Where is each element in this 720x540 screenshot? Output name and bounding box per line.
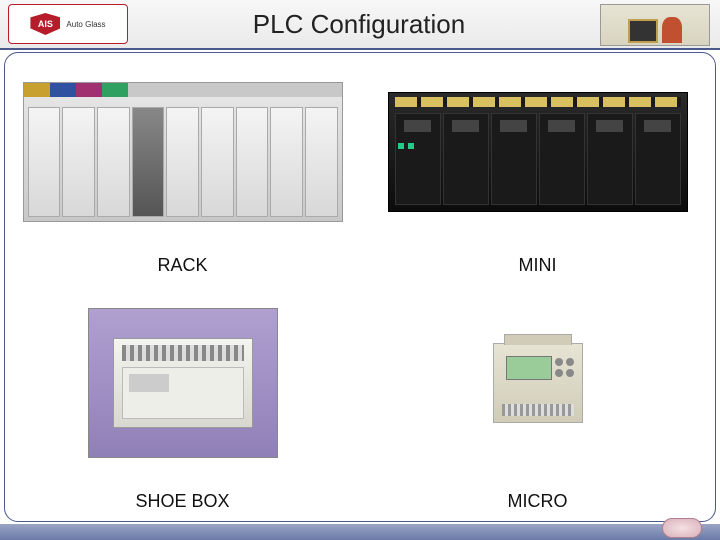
header-illustration-icon bbox=[600, 4, 710, 46]
plc-grid: RACK MINI SHOE BOX MICRO bbox=[15, 61, 705, 513]
mini-plc-image bbox=[388, 92, 688, 212]
micro-plc-image bbox=[493, 343, 583, 423]
rack-label: RACK bbox=[157, 255, 207, 276]
rack-plc-image bbox=[23, 82, 343, 222]
micro-label: MICRO bbox=[508, 491, 568, 512]
header-bar: AIS Auto Glass PLC Configuration bbox=[0, 0, 720, 50]
shoebox-label: SHOE BOX bbox=[135, 491, 229, 512]
logo-shield-icon: AIS bbox=[30, 13, 60, 35]
logo-subtext: Auto Glass bbox=[66, 20, 105, 29]
mini-label: MINI bbox=[519, 255, 557, 276]
brand-logo: AIS Auto Glass bbox=[8, 4, 128, 44]
next-button[interactable] bbox=[662, 518, 702, 538]
footer-bar bbox=[0, 524, 720, 540]
content-frame: RACK MINI SHOE BOX MICRO bbox=[4, 52, 716, 522]
shoebox-plc-image bbox=[88, 308, 278, 458]
